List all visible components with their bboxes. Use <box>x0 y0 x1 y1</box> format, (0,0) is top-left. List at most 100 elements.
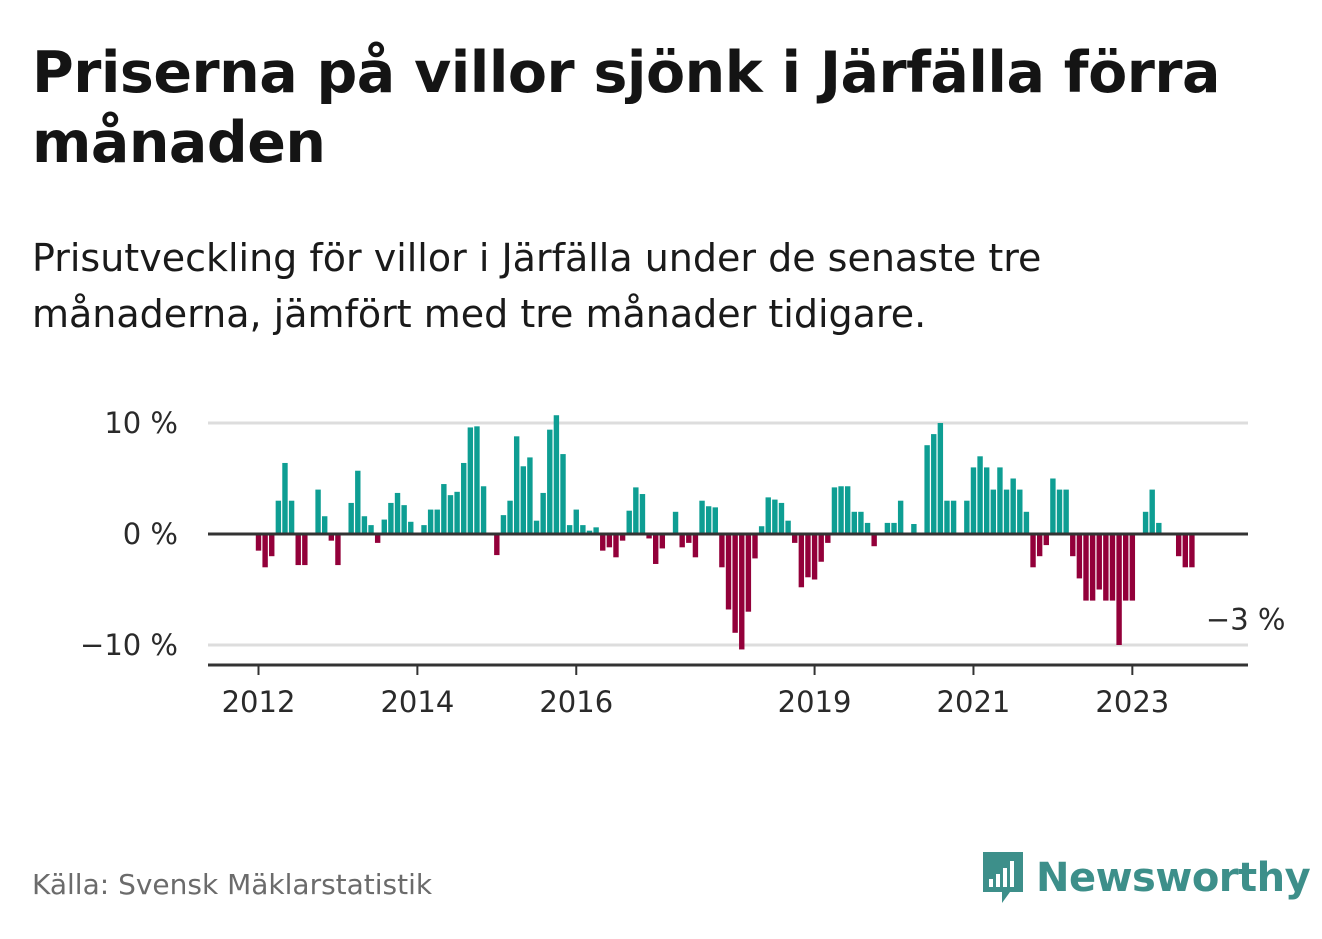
bar <box>659 534 666 549</box>
x-tick-label: 2021 <box>937 685 1011 719</box>
x-tick-label: 2014 <box>380 685 454 719</box>
bar <box>513 436 520 534</box>
bar <box>262 534 268 568</box>
bar <box>388 502 394 534</box>
bar <box>500 515 507 534</box>
bar <box>646 534 652 539</box>
bar <box>560 454 566 534</box>
bar <box>381 519 387 534</box>
bar <box>494 534 500 556</box>
bar <box>1076 534 1083 579</box>
bar <box>944 500 950 534</box>
bar <box>937 423 944 534</box>
bar <box>1096 534 1102 590</box>
bar <box>977 456 983 534</box>
bar <box>606 534 613 548</box>
x-tick-label: 2023 <box>1095 685 1169 719</box>
bar <box>566 525 573 534</box>
bar <box>639 494 646 534</box>
bar <box>1182 534 1188 568</box>
bars <box>255 415 1195 650</box>
bar <box>772 499 778 534</box>
bar <box>745 534 752 612</box>
bar <box>408 521 414 534</box>
bar <box>964 500 970 534</box>
bar <box>1109 534 1116 601</box>
bar <box>1056 489 1063 534</box>
bar <box>1043 534 1049 546</box>
bar <box>288 500 295 534</box>
bar <box>692 534 699 558</box>
x-tick-label: 2016 <box>539 685 613 719</box>
bar <box>527 457 533 534</box>
chart-subtitle: Prisutveckling för villor i Järfälla und… <box>32 236 1042 336</box>
bar <box>619 534 626 541</box>
bar <box>1010 478 1016 534</box>
bar <box>547 429 553 534</box>
bar <box>447 495 454 534</box>
newsworthy-logo: Newsworthy <box>980 848 1311 908</box>
bar <box>1070 534 1076 557</box>
bar <box>653 534 659 564</box>
bar <box>858 511 864 534</box>
bar <box>1156 522 1162 534</box>
bar <box>427 509 434 534</box>
bar <box>931 434 937 534</box>
bar <box>580 525 586 534</box>
bar <box>553 415 560 534</box>
bar <box>891 522 897 534</box>
bar <box>1123 534 1129 601</box>
axes <box>208 532 1248 675</box>
bar <box>798 534 805 588</box>
bar <box>997 467 1003 534</box>
bar <box>593 527 599 534</box>
bar <box>1129 534 1136 601</box>
bar <box>322 516 328 534</box>
axis-labels: 10 % 0 % −10 % 2012 2014 2016 2019 2021 2023 −3 % <box>80 406 1285 719</box>
bar <box>613 534 619 558</box>
bar <box>792 534 798 543</box>
bar <box>586 530 593 534</box>
bar <box>950 500 957 534</box>
bar <box>269 534 275 557</box>
y-tick-label: 0 % <box>123 517 178 551</box>
bar <box>1063 489 1069 534</box>
bar <box>1023 511 1030 534</box>
bar <box>884 522 891 534</box>
bar <box>467 427 474 534</box>
bar <box>355 470 361 534</box>
bar <box>758 526 765 534</box>
bar <box>394 492 401 534</box>
bar <box>348 502 354 534</box>
x-tick-label: 2012 <box>222 685 296 719</box>
bar <box>765 497 771 534</box>
bar <box>1003 489 1010 534</box>
bar <box>361 516 368 534</box>
bar <box>540 492 546 534</box>
last-value-label: −3 % <box>1206 602 1286 636</box>
bar <box>672 511 679 534</box>
bar <box>825 534 831 543</box>
bar <box>1089 534 1096 601</box>
bar <box>851 511 857 534</box>
bar <box>844 486 851 534</box>
bar <box>1175 534 1182 557</box>
bar <box>507 500 513 534</box>
bar <box>864 522 871 534</box>
bar <box>871 534 877 547</box>
bar <box>434 509 440 534</box>
bar <box>520 466 526 534</box>
bar <box>990 489 997 534</box>
bar <box>1036 534 1043 557</box>
bar <box>805 534 811 578</box>
bar <box>461 462 467 534</box>
bar <box>401 505 407 534</box>
bar <box>275 500 282 534</box>
bar <box>712 507 718 534</box>
y-tick-label: 10 % <box>104 406 178 440</box>
bar <box>739 534 745 650</box>
bar <box>1189 534 1195 568</box>
brand-name: Newsworthy <box>1036 855 1311 901</box>
bar <box>752 534 758 559</box>
bar <box>315 489 321 534</box>
